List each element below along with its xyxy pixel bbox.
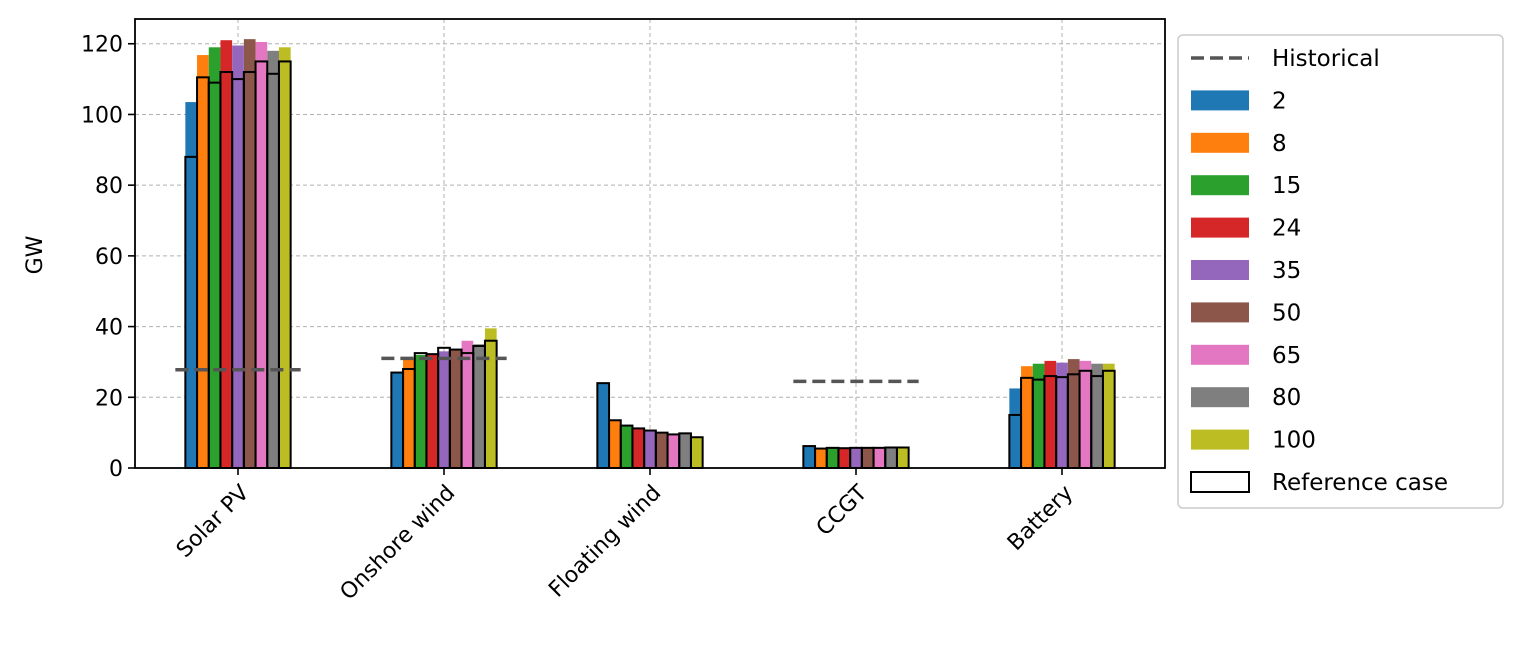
legend-label-50: 50 [1272, 300, 1301, 326]
bar-65-4 [1079, 360, 1092, 468]
bar-100-2 [690, 437, 703, 468]
bar-80-4 [1091, 363, 1103, 468]
category-label-2: Floating wind [544, 481, 666, 603]
legend-swatch-80 [1191, 387, 1249, 408]
legend-label-24: 24 [1272, 216, 1301, 242]
bar-50-4 [1067, 359, 1080, 468]
y-tick-label-0: 0 [109, 457, 123, 482]
y-tick-label-5: 100 [81, 103, 123, 128]
legend-swatch-50 [1191, 302, 1249, 323]
bar-8-4 [1021, 366, 1033, 468]
bar-100-1 [484, 328, 497, 468]
legend-label-80: 80 [1272, 385, 1301, 411]
bar-35-2 [644, 430, 656, 468]
bar-80-2 [679, 433, 691, 468]
y-tick-label-4: 80 [95, 174, 123, 199]
y-axis-label: GW [23, 235, 48, 274]
bars-layer [185, 39, 1115, 469]
y-tick-label-6: 120 [81, 33, 123, 58]
legend-swatch-65 [1191, 344, 1249, 365]
bar-35-1 [438, 351, 450, 468]
bar-15-4 [1032, 363, 1045, 468]
bar-2-1 [391, 372, 404, 468]
bar-24-0 [220, 40, 233, 469]
bar-80-3 [885, 447, 897, 468]
legend: Historical 2 8 15 24 35 50 65 80 100 Reference cas… [1177, 34, 1504, 509]
y-tick-label-2: 40 [95, 316, 123, 341]
bar-100-4 [1102, 363, 1115, 468]
bar-24-4 [1044, 360, 1057, 468]
category-label-1: Onshore wind [336, 481, 461, 606]
bar-15-2 [620, 425, 633, 468]
legend-label-2: 2 [1272, 88, 1287, 114]
bar-80-1 [473, 344, 485, 468]
legend-swatch-24 [1191, 217, 1249, 238]
bar-15-3 [826, 447, 839, 468]
bar-8-3 [815, 448, 827, 468]
bar-50-0 [243, 39, 256, 468]
bar-8-2 [609, 420, 621, 468]
bar-8-1 [403, 357, 415, 468]
bar-24-2 [632, 428, 645, 468]
bar-2-3 [803, 446, 816, 468]
legend-label-historical: Historical [1272, 46, 1380, 72]
bar-24-1 [426, 353, 439, 468]
bar-2-0 [185, 102, 198, 469]
legend-label-100: 100 [1272, 428, 1316, 454]
legend-label-35: 35 [1272, 258, 1301, 284]
category-label-4: Battery [1003, 481, 1078, 556]
bar-100-3 [896, 447, 909, 468]
category-label-0: Solar PV [172, 481, 254, 563]
bar-2-2 [597, 383, 610, 468]
bar-50-3 [861, 447, 874, 468]
legend-swatch-8 [1191, 132, 1249, 153]
legend-label-15: 15 [1272, 173, 1301, 199]
bar-8-0 [197, 55, 209, 469]
bar-65-2 [667, 434, 680, 468]
legend-swatch-35 [1191, 260, 1249, 280]
y-tick-label-3: 60 [95, 245, 123, 270]
legend-label-reference-case: Reference case [1272, 470, 1448, 496]
category-label-3: CCGT [812, 480, 873, 541]
bar-100-0 [278, 47, 291, 468]
legend-box [1177, 34, 1504, 509]
bar-50-2 [655, 432, 668, 468]
bar-65-1 [461, 340, 474, 468]
legend-swatch-2 [1191, 90, 1249, 111]
bar-35-0 [232, 45, 244, 468]
legend-swatch-15 [1191, 175, 1249, 196]
bar-15-0 [208, 47, 221, 468]
bar-65-0 [255, 41, 268, 468]
bar-24-3 [838, 448, 851, 468]
bar-35-3 [850, 447, 862, 468]
y-tick-label-1: 20 [95, 386, 123, 411]
bar-15-1 [414, 354, 427, 468]
historical-lines-layer [175, 356, 919, 384]
bar-50-1 [449, 349, 462, 468]
legend-label-8: 8 [1272, 131, 1287, 157]
legend-label-65: 65 [1272, 343, 1301, 369]
bar-2-4 [1009, 388, 1022, 468]
bar-35-4 [1056, 362, 1068, 468]
bar-65-3 [873, 447, 886, 468]
bar-80-0 [267, 50, 279, 468]
legend-swatch-reference-case [1190, 471, 1250, 493]
legend-swatch-100 [1191, 429, 1249, 450]
